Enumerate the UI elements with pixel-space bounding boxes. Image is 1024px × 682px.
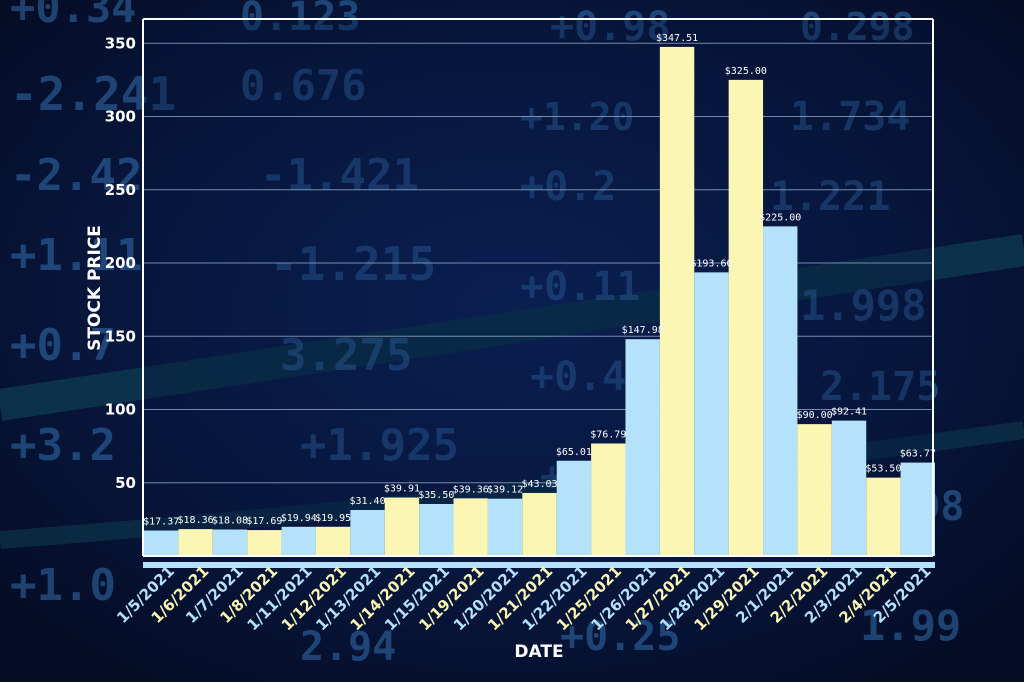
bar-value-label: $147.98 (622, 325, 664, 336)
ticker-number: 2.175 (820, 364, 940, 410)
ticker-number: 2.94 (300, 624, 396, 670)
bar-value-label: $63.77 (900, 449, 936, 460)
ticker-number: +0.11 (520, 264, 640, 310)
bar-value-label: $90.00 (797, 410, 833, 421)
ticker-number: -1.421 (260, 150, 419, 201)
bar (831, 420, 867, 556)
bar-value-label: $17.37 (143, 517, 179, 528)
bar (763, 226, 798, 556)
bar (797, 424, 832, 556)
ticker-number: +0.98 (550, 4, 670, 50)
x-axis-bar (143, 562, 935, 568)
x-axis-title: DATE (514, 642, 563, 662)
bar-value-label: $17.69 (246, 516, 282, 527)
ticker-number: 3.275 (280, 330, 412, 381)
bar-value-label: $92.41 (831, 407, 867, 418)
bar (591, 443, 626, 556)
bar-value-label: $76.79 (590, 430, 626, 441)
bar (900, 462, 935, 556)
bar (212, 529, 248, 556)
bar-value-label: $39.91 (384, 484, 420, 495)
ticker-number: -2.241 (10, 67, 176, 121)
ticker-number: 1.221 (770, 174, 890, 220)
bar-value-label: $39.12 (487, 485, 523, 496)
x-axis-ticks: 1/5/20211/6/20211/7/20211/8/20211/11/202… (113, 562, 934, 634)
ticker-number: +3.2 (10, 420, 116, 471)
ticker-number: 1.998 (800, 281, 926, 330)
background-teal-band (0, 234, 1024, 421)
bar-value-labels: $17.37$18.36$18.08$17.69$19.94$19.95 $31.… (143, 33, 936, 528)
y-tick-label: 50 (115, 474, 136, 492)
bar (315, 526, 351, 556)
bar-value-label: $19.94 (281, 513, 317, 524)
bar (625, 339, 660, 556)
bar-value-label: $18.36 (178, 515, 214, 526)
y-tick-label: 300 (105, 108, 136, 126)
bar (694, 272, 729, 556)
bar (659, 46, 695, 556)
bar (487, 498, 523, 556)
bar-value-label: $19.95 (315, 513, 351, 524)
bar-value-label: $53.50 (865, 464, 901, 475)
bar (178, 529, 213, 556)
bar-value-label: $43.03 (521, 479, 557, 490)
bar-value-label: $18.08 (212, 516, 248, 527)
y-tick-label: 250 (105, 181, 136, 199)
ticker-number: +1.11 (10, 230, 142, 281)
bar (866, 477, 901, 556)
bar-value-label: $325.00 (725, 66, 767, 77)
bar (728, 79, 764, 556)
gridlines (143, 42, 933, 484)
bar (453, 498, 488, 556)
bar (350, 509, 385, 556)
ticker-number: +1.925 (300, 420, 459, 471)
ticker-number: 0.676 (240, 61, 366, 110)
bar-value-label: $65.01 (556, 447, 592, 458)
ticker-number: 1.99 (860, 601, 961, 650)
y-tick-label: 150 (105, 327, 136, 345)
ticker-number: 0.298 (800, 5, 914, 49)
bar (384, 497, 420, 556)
bar (247, 530, 282, 556)
y-axis-ticks: 50 100 150 200 250 300 350 (105, 34, 136, 492)
ticker-number: +0.25 (560, 614, 680, 660)
bar (419, 503, 454, 556)
ticker-number: +0.2 (520, 164, 616, 210)
bar-value-label: $225.00 (759, 212, 801, 223)
bar (281, 526, 316, 556)
bar-value-label: $347.51 (656, 33, 698, 44)
y-axis-title: STOCK PRICE (85, 225, 105, 351)
bar-value-label: $39.36 (453, 484, 489, 495)
bar-value-label: $35.50 (418, 490, 454, 501)
bar (522, 492, 557, 556)
ticker-number: +0.7 (10, 320, 116, 371)
y-tick-label: 100 (105, 401, 136, 419)
y-tick-label: 350 (105, 34, 136, 52)
bar-value-label: $193.60 (690, 258, 732, 269)
bar (556, 460, 592, 556)
bars (144, 46, 935, 556)
ticker-number: -1.215 (270, 237, 436, 291)
bar-value-label: $31.40 (349, 496, 385, 507)
ticker-number: +0.34 (10, 0, 136, 32)
background-teal-band-lower (0, 421, 1024, 549)
ticker-number: +1.0 (10, 560, 116, 611)
y-tick-label: 200 (105, 254, 136, 272)
bar (144, 530, 179, 556)
ticker-number: -2.42 (10, 150, 142, 201)
